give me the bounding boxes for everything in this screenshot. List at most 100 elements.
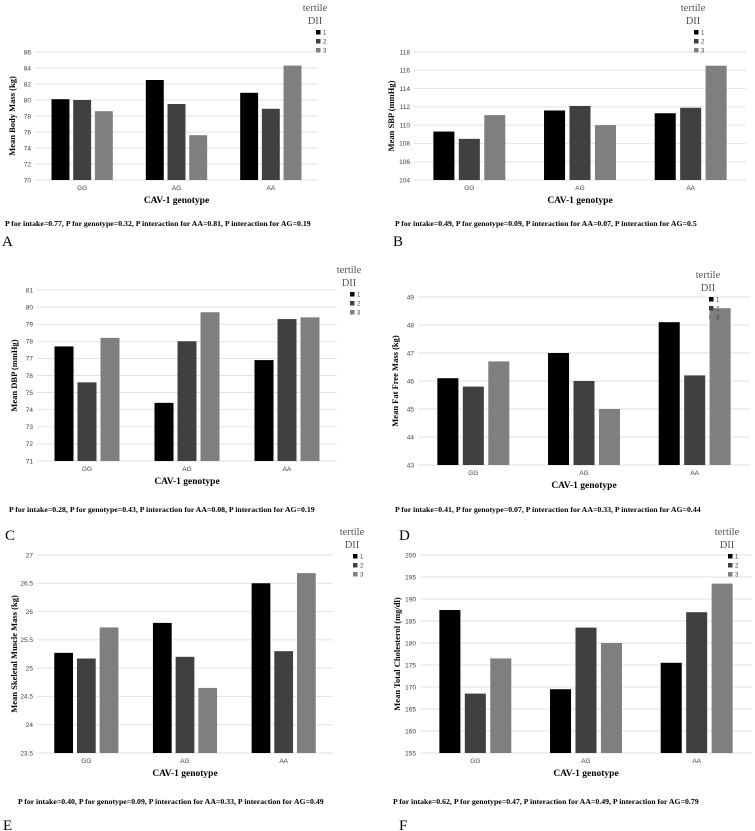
x-tick-label: AG: [579, 470, 588, 477]
y-tick-label: 24.5: [20, 694, 33, 701]
y-tick-label: 72: [26, 441, 34, 448]
legend-title-line-1: tertile: [337, 265, 362, 276]
bar-gg-tertile-3: [94, 111, 113, 180]
p-value-note: P for intake=0.28, P for genotype=0.43, …: [9, 505, 315, 514]
bar-aa-tertile-1: [254, 360, 274, 461]
bar-aa-tertile-1: [660, 662, 682, 753]
chart-panel-a: 70 72 74 76 78 80 82 84 86 GG AG AA CAV-1 genotype Me…: [2, 3, 328, 250]
legend-title-line-2: DII: [342, 278, 357, 289]
x-tick-label: GG: [464, 185, 474, 192]
bar-aa-tertile-2: [277, 319, 297, 461]
chart-panel-d: 43 44 45 46 47 48 49 GG AG AA CAV-1 genotype Mean F…: [390, 270, 750, 544]
y-axis-title: Mean Fat Free Mass (kg): [390, 335, 400, 427]
x-tick-label: AG: [172, 185, 181, 192]
legend-label-1: 1: [360, 555, 364, 561]
bar-aa-tertile-2: [261, 108, 280, 180]
y-tick-label: 195: [405, 574, 416, 581]
y-tick-label: 80: [24, 97, 32, 104]
legend-label-1: 1: [735, 555, 739, 561]
bar-gg-tertile-3: [490, 658, 512, 753]
y-tick-label: 48: [407, 322, 415, 329]
legend-label-3: 3: [735, 573, 739, 579]
p-value-note: P for intake=0.77, P for genotype=0.32, …: [5, 219, 311, 228]
legend-label-1: 1: [323, 31, 327, 37]
legend-swatch-1: [350, 292, 355, 297]
bar-ag-tertile-3: [594, 125, 616, 180]
bar-gg-tertile-3: [99, 627, 119, 753]
legend-label-3: 3: [716, 316, 720, 322]
y-tick-label: 26: [26, 609, 34, 616]
legend-title-line-1: tertile: [696, 270, 721, 281]
bar-aa-tertile-1: [658, 322, 680, 465]
y-tick-label: 180: [405, 640, 416, 647]
legend-label-2: 2: [360, 564, 364, 570]
legend-title-line-2: DII: [308, 16, 323, 27]
y-tick-label: 110: [400, 122, 411, 129]
legend-swatch-2: [694, 39, 699, 44]
legend-swatch-3: [353, 572, 358, 577]
x-tick-label: AG: [575, 185, 584, 192]
x-axis-title: CAV-1 genotype: [144, 196, 209, 206]
bar-gg-tertile-2: [464, 693, 486, 753]
bar-aa-tertile-1: [240, 92, 259, 180]
legend-label-1: 1: [701, 31, 705, 37]
legend-title-line-2: DII: [701, 283, 716, 294]
legend-swatch-2: [316, 39, 321, 44]
y-tick-label: 80: [26, 304, 34, 311]
y-tick-label: 25.5: [20, 637, 33, 644]
legend-label-2: 2: [716, 307, 720, 313]
x-axis-title: CAV-1 genotype: [154, 477, 219, 487]
legend-swatch-1: [353, 554, 358, 559]
legend-label-3: 3: [357, 311, 361, 317]
y-tick-label: 76: [26, 373, 34, 380]
x-tick-label: GG: [82, 466, 92, 473]
x-axis-title: CAV-1 genotype: [547, 196, 612, 206]
bar-ag-tertile-1: [154, 402, 174, 461]
y-tick-label: 43: [407, 462, 415, 469]
panel-letter: B: [393, 234, 403, 250]
legend-swatch-2: [353, 563, 358, 568]
y-tick-label: 81: [26, 287, 34, 294]
legend-title-line-1: tertile: [681, 3, 706, 14]
legend-swatch-2: [350, 301, 355, 306]
legend-label-2: 2: [357, 302, 361, 308]
legend-title-line-1: tertile: [340, 527, 365, 538]
legend-title-line-1: tertile: [715, 527, 740, 538]
y-tick-label: 112: [400, 104, 411, 111]
y-tick-label: 170: [405, 684, 416, 691]
y-tick-label: 108: [399, 141, 410, 148]
legend-swatch-2: [728, 563, 733, 568]
bar-gg-tertile-3: [488, 361, 510, 465]
bar-gg-tertile-2: [73, 100, 92, 180]
legend-title-line-2: DII: [720, 540, 735, 551]
bar-ag-tertile-2: [167, 104, 186, 180]
bar-gg-tertile-2: [458, 138, 480, 180]
bar-ag-tertile-2: [569, 105, 591, 180]
x-tick-label: AA: [692, 758, 701, 765]
y-tick-label: 82: [24, 81, 32, 88]
bar-ag-tertile-1: [145, 80, 164, 180]
y-tick-label: 24: [26, 722, 34, 729]
x-tick-label: AA: [686, 185, 695, 192]
bar-gg-tertile-1: [439, 610, 461, 753]
y-tick-label: 46: [407, 378, 415, 385]
y-tick-label: 78: [26, 339, 34, 346]
y-tick-label: 47: [407, 350, 415, 357]
legend-swatch-1: [728, 554, 733, 559]
x-tick-label: AA: [279, 758, 288, 765]
x-tick-label: AA: [283, 466, 292, 473]
bar-ag-tertile-3: [189, 135, 208, 180]
bar-ag-tertile-1: [550, 689, 572, 753]
legend-swatch-1: [694, 30, 699, 35]
p-value-note: P for intake=0.40, P for genotype=0.09, …: [18, 797, 324, 806]
y-axis-title: Mean Body Mass (kg): [7, 76, 17, 156]
bar-aa-tertile-3: [283, 65, 302, 180]
y-tick-label: 76: [24, 129, 32, 136]
bar-aa-tertile-3: [296, 573, 316, 753]
legend-swatch-3: [694, 48, 699, 53]
